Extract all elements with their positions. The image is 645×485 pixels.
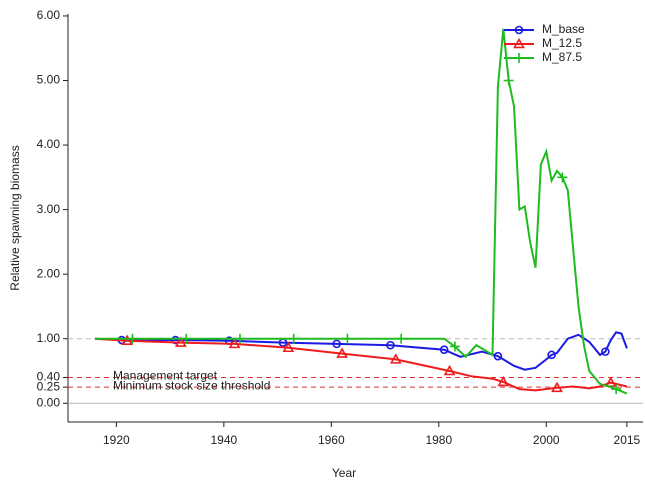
marker [493,351,503,361]
legend-marker [513,37,525,49]
annotation: Minimum stock size threshold [113,378,270,392]
marker [611,384,622,395]
marker [288,333,299,344]
x-tick-label: 1980 [425,433,452,447]
marker [234,333,245,344]
series-line [94,28,628,395]
marker [547,350,556,360]
annotation: Management target [113,369,218,383]
marker [396,333,407,344]
marker [174,336,187,347]
marker [497,375,510,387]
marker [443,364,456,376]
x-axis-label: Year [332,466,356,480]
marker [121,334,133,345]
marker [503,75,514,86]
marker [228,337,241,349]
y-tick-label: 0.25 [37,379,61,393]
y-tick-label: 0.00 [37,395,61,409]
marker [389,353,402,364]
marker [181,333,192,344]
marker [601,347,610,356]
x-tick-label: 1920 [103,433,130,447]
series-line [94,337,628,392]
y-tick-label: 3.00 [37,202,61,216]
y-tick-label: 2.00 [37,266,61,280]
y-tick-label: 1.00 [37,331,61,345]
y-tick-label: 0.40 [37,370,61,384]
legend-label: M_87.5 [542,50,582,64]
marker [439,345,449,354]
legend-label: M_12.5 [542,36,582,50]
marker [332,339,341,349]
x-tick-label: 2000 [533,433,560,447]
marker [127,333,138,344]
marker [449,341,460,352]
marker [342,333,353,344]
y-tick-label: 6.00 [37,8,61,22]
marker [551,381,563,393]
legend-marker [514,25,524,35]
marker [557,172,568,183]
y-tick-label: 4.00 [37,137,61,151]
y-axis-label: Relative spawning biomass [8,145,22,290]
x-tick-label: 1960 [318,433,345,447]
legend-label: M_base [542,22,585,36]
x-tick-label: 2015 [614,433,641,447]
marker [282,341,295,353]
x-tick-label: 1940 [210,433,237,447]
series-line [94,331,628,371]
y-tick-label: 5.00 [37,73,61,87]
marker [336,347,348,358]
marker [386,340,395,350]
legend-marker [514,53,524,63]
